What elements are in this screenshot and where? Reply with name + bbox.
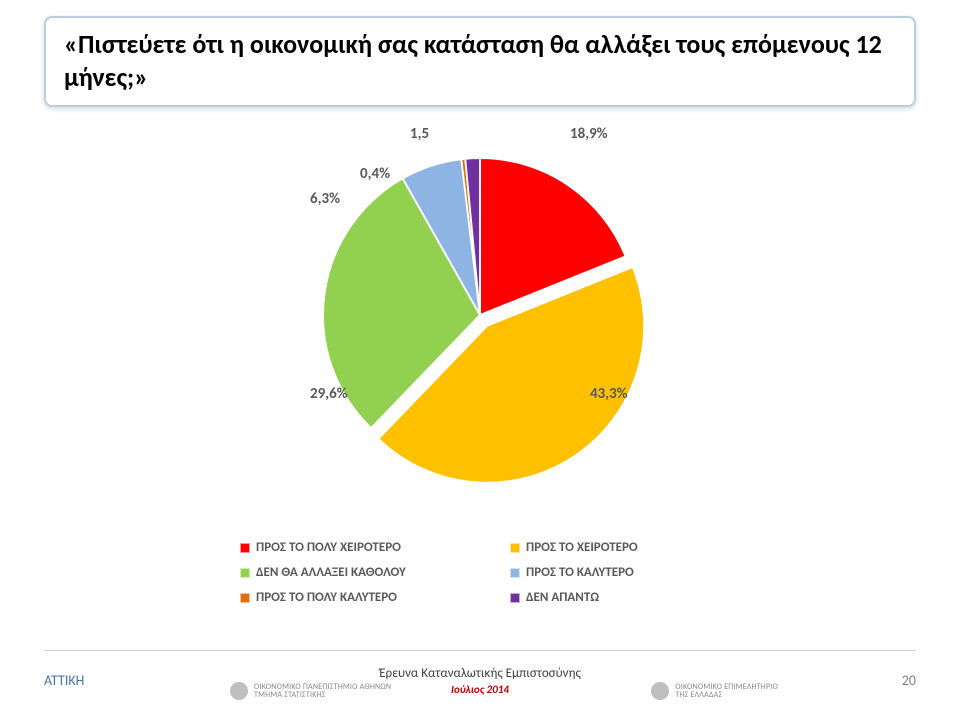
legend-item: ΠΡΟΣ ΤΟ ΠΟΛΥ ΧΕΙΡΟΤΕΡΟ [240,540,470,555]
legend-label: ΠΡΟΣ ΤΟ ΧΕΙΡΟΤΕΡΟ [526,540,638,555]
title-box: «Πιστεύετε ότι η οικονομική σας κατάστασ… [44,16,916,107]
legend-swatch [510,568,520,578]
university-logo-icon [230,682,248,700]
chamber-logo-text: ΟΙΚΟΝΟΜΙΚΟ ΕΠΙΜΕΛΗΤΗΡΙΟ ΤΗΣ ΕΛΛΑΔΑΣ [675,683,778,700]
page-title: «Πιστεύετε ότι η οικονομική σας κατάστασ… [64,28,896,93]
legend-label: ΔΕΝ ΘΑ ΑΛΛΑΞΕΙ ΚΑΘΟΛΟΥ [256,565,406,580]
legend-item: ΔΕΝ ΑΠΑΝΤΩ [510,590,740,605]
footer-logo-right: ΟΙΚΟΝΟΜΙΚΟ ΕΠΙΜΕΛΗΤΗΡΙΟ ΤΗΣ ΕΛΛΑΔΑΣ [651,682,778,700]
pie-slice-label: 6,3% [310,190,340,208]
pie-slice-label: 1,5 [410,125,429,143]
legend-label: ΠΡΟΣ ΤΟ ΠΟΛΥ ΧΕΙΡΟΤΕΡΟ [256,540,401,555]
legend-swatch [510,593,520,603]
footer-survey-title: Έρευνα Καταναλωτικής Εμπιστοσύνης [379,666,581,681]
footer-logo-left: ΟΙΚΟΝΟΜΙΚΟ ΠΑΝΕΠΙΣΤΗΜΙΟ ΑΘΗΝΩΝ ΤΜΗΜΑ ΣΤΑ… [230,682,391,700]
page-number: 20 [902,672,916,689]
university-logo-text: ΟΙΚΟΝΟΜΙΚΟ ΠΑΝΕΠΙΣΤΗΜΙΟ ΑΘΗΝΩΝ ΤΜΗΜΑ ΣΤΑ… [254,683,391,700]
legend-item: ΠΡΟΣ ΤΟ ΠΟΛΥ ΚΑΛΥΤΕΡΟ [240,590,470,605]
pie-slice-label: 18,9% [570,125,608,143]
legend-swatch [240,593,250,603]
legend-item: ΠΡΟΣ ΤΟ ΧΕΙΡΟΤΕΡΟ [510,540,740,555]
legend-label: ΠΡΟΣ ΤΟ ΠΟΛΥ ΚΑΛΥΤΕΡΟ [256,590,397,605]
legend: ΠΡΟΣ ΤΟ ΠΟΛΥ ΧΕΙΡΟΤΕΡΟ ΠΡΟΣ ΤΟ ΧΕΙΡΟΤΕΡΟ Δ… [240,540,740,605]
legend-label: ΔΕΝ ΑΠΑΝΤΩ [526,590,599,605]
pie-chart: 18,9%43,3%29,6%6,3%0,4%1,5 [230,135,730,495]
footer-region: ΑΤΤΙΚΗ [44,672,84,689]
pie-slice-label: 29,6% [310,385,348,403]
legend-item: ΔΕΝ ΘΑ ΑΛΛΑΞΕΙ ΚΑΘΟΛΟΥ [240,565,470,580]
pie-slice-label: 43,3% [590,385,628,403]
legend-swatch [240,568,250,578]
pie-svg [230,135,730,495]
legend-swatch [510,543,520,553]
pie-slice-label: 0,4% [360,165,390,183]
legend-item: ΠΡΟΣ ΤΟ ΚΑΛΥΤΕΡΟ [510,565,740,580]
footer-logos: ΟΙΚΟΝΟΜΙΚΟ ΠΑΝΕΠΙΣΤΗΜΙΟ ΑΘΗΝΩΝ ΤΜΗΜΑ ΣΤΑ… [230,682,778,700]
legend-label: ΠΡΟΣ ΤΟ ΚΑΛΥΤΕΡΟ [526,565,634,580]
legend-swatch [240,543,250,553]
chamber-logo-icon [651,682,669,700]
